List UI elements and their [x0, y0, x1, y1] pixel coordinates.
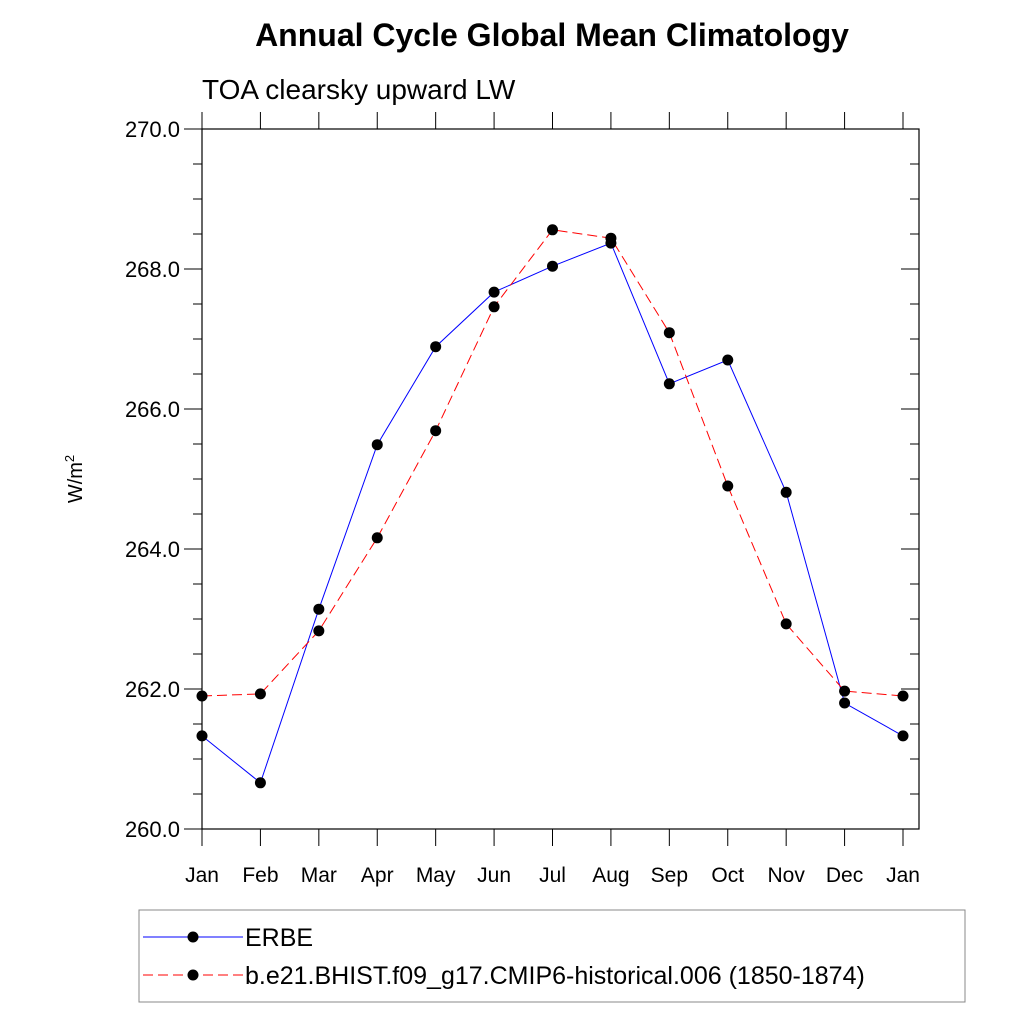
data-point-0: [547, 260, 558, 272]
y-tick-label: 270.0: [125, 117, 180, 142]
y-tick-label: 262.0: [125, 677, 180, 702]
data-point-0: [196, 730, 208, 742]
data-point-1: [839, 685, 851, 697]
data-point-0: [430, 341, 442, 353]
x-tick-label: Oct: [711, 864, 744, 887]
y-tick-label: 264.0: [125, 537, 180, 562]
data-point-0: [663, 378, 675, 390]
legend-marker-0: [187, 931, 199, 943]
data-point-1: [897, 690, 909, 702]
data-point-1: [196, 690, 208, 702]
legend-label-0: ERBE: [245, 924, 313, 952]
x-tick-label: Aug: [592, 864, 629, 887]
legend-marker-1: [187, 969, 199, 981]
data-point-0: [780, 486, 792, 498]
data-point-1: [605, 232, 617, 244]
x-tick-label: Jan: [886, 864, 920, 887]
data-point-0: [897, 730, 909, 742]
data-point-1: [254, 688, 266, 700]
x-tick-label: May: [416, 864, 456, 887]
y-tick-label: 268.0: [125, 257, 180, 282]
series-line-0: [201, 242, 904, 784]
data-point-0: [371, 439, 383, 451]
data-point-0: [313, 603, 325, 615]
data-point-1: [488, 301, 500, 313]
plot-frame: [201, 128, 920, 830]
x-tick-label: Sep: [651, 864, 688, 887]
legend-box: [138, 909, 966, 1003]
x-tick-label: Jan: [185, 864, 219, 887]
x-tick-label: Dec: [826, 864, 863, 887]
data-point-1: [371, 532, 383, 544]
series-line-1: [201, 229, 904, 697]
legend-label-1: b.e21.BHIST.f09_g17.CMIP6-historical.006…: [245, 962, 865, 990]
x-tick-label: Nov: [767, 864, 805, 887]
data-point-1: [313, 625, 325, 637]
x-tick-label: Mar: [301, 864, 337, 887]
data-point-1: [547, 224, 558, 236]
y-tick-label: 260.0: [125, 817, 180, 842]
x-tick-label: Feb: [242, 864, 278, 887]
data-point-1: [430, 425, 442, 437]
y-tick-label: 266.0: [125, 397, 180, 422]
x-tick-label: Jul: [539, 864, 566, 887]
data-point-0: [722, 354, 734, 366]
chart-title: Annual Cycle Global Mean Climatology: [255, 17, 849, 53]
y-axis-label: W/m2: [62, 455, 87, 503]
x-tick-label: Jun: [477, 864, 511, 887]
data-point-0: [488, 286, 500, 298]
data-point-0: [839, 697, 851, 709]
data-point-1: [663, 327, 675, 339]
x-tick-label: Apr: [361, 864, 394, 887]
data-point-0: [254, 777, 266, 789]
data-point-1: [780, 618, 792, 630]
data-point-1: [722, 480, 734, 492]
chart-subtitle: TOA clearsky upward LW: [202, 74, 516, 105]
